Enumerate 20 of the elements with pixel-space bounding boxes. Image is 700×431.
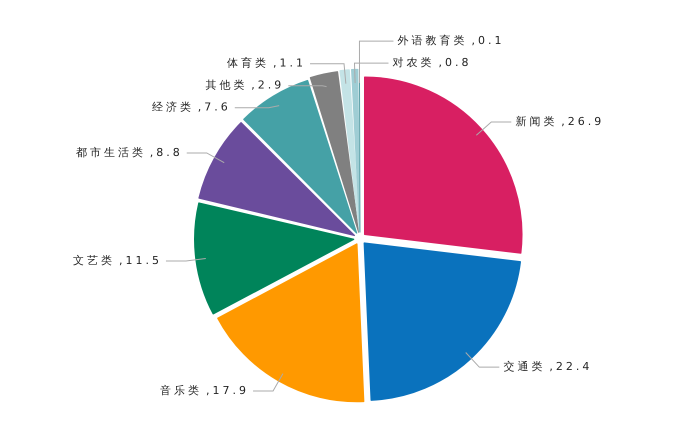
slice-label: 其他类 (205, 78, 248, 92)
slice-label: 外语教育类 (397, 34, 468, 47)
data-label: ,26.9 (561, 114, 604, 128)
slice-label: 体育类 (227, 56, 270, 70)
data-label: ,1.1 (273, 56, 306, 70)
slice-label: 经济类 (152, 100, 194, 114)
data-label: ,22.4 (549, 360, 592, 374)
data-label: ,7.6 (198, 100, 231, 114)
slice-label: 交通类 (503, 360, 546, 374)
data-label: ,0.8 (438, 56, 472, 69)
slice-label: 文艺类 (72, 254, 115, 267)
data-label: ,11.5 (118, 254, 162, 267)
data-label: ,8.8 (150, 146, 183, 159)
slice-label: 音乐类 (160, 384, 202, 397)
slice-label: 新闻类 (515, 114, 558, 128)
data-label: ,0.1 (471, 34, 504, 47)
data-label: ,17.9 (206, 384, 250, 397)
data-label: ,2.9 (251, 78, 284, 92)
slice-label: 对农类 (392, 56, 434, 69)
slice-label: 都市生活类 (76, 146, 146, 159)
